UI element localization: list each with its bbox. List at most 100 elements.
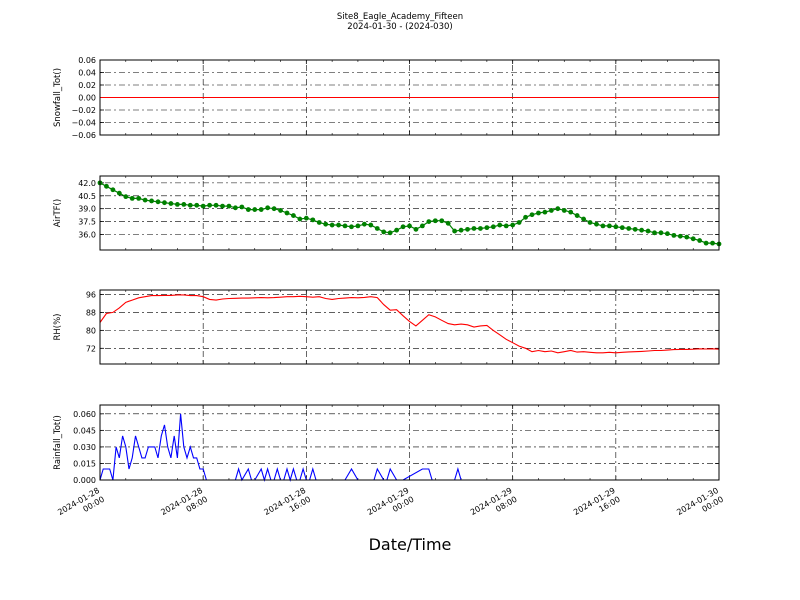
data-point — [381, 229, 387, 235]
data-point — [142, 197, 148, 203]
data-point — [291, 213, 296, 218]
data-point — [136, 195, 142, 201]
plot-frame — [99, 175, 720, 251]
data-point — [619, 225, 625, 231]
data-point — [303, 215, 309, 221]
data-point — [245, 207, 251, 212]
data-point — [265, 205, 271, 211]
data-point — [555, 206, 561, 212]
data-point — [233, 205, 238, 211]
data-point — [226, 203, 232, 209]
data-point — [529, 212, 535, 218]
x-tick-label: 2024-01-2900:00 — [366, 486, 416, 526]
data-point — [484, 225, 490, 231]
y-tick-label: 0.06 — [78, 56, 96, 65]
data-point — [213, 202, 219, 208]
y-tick-label: −0.02 — [71, 106, 96, 115]
data-point — [123, 194, 129, 200]
subplot-1: 0.06 0.04 0.02 0.00 −0.02 −0.04 −0.06 Snowfall_… — [53, 56, 720, 140]
y-tick-label: 0.02 — [78, 81, 96, 90]
data-point — [671, 232, 677, 238]
data-point — [110, 187, 116, 193]
y-axis-label: AirTF() — [53, 199, 63, 227]
data-point — [104, 183, 109, 189]
data-point — [342, 223, 348, 229]
data-point — [510, 222, 516, 228]
data-point — [587, 220, 593, 225]
data-point — [581, 216, 586, 222]
y-tick-label: 0.030 — [73, 443, 96, 452]
data-point — [445, 220, 451, 226]
data-point — [329, 222, 335, 228]
data-point — [548, 208, 554, 213]
data-point — [220, 203, 225, 209]
data-point — [677, 233, 683, 239]
x-tick-label: 2024-01-2908:00 — [469, 486, 519, 526]
data-point — [645, 228, 651, 234]
data-point — [503, 223, 509, 229]
data-point — [439, 218, 445, 224]
data-point — [181, 201, 187, 207]
data-point — [194, 202, 200, 208]
y-tick-label: 0.015 — [73, 459, 96, 468]
x-tick-label: 2024-01-2800:00 — [56, 486, 106, 526]
y-tick-label: 72 — [86, 344, 96, 353]
data-point — [658, 230, 664, 236]
data-point — [665, 231, 670, 237]
data-point — [690, 236, 696, 242]
data-point — [632, 226, 638, 232]
data-point — [316, 220, 322, 225]
y-tick-label: 0.00 — [78, 94, 96, 103]
data-point — [600, 223, 606, 229]
data-point — [394, 227, 400, 233]
x-axis-label: Date/Time — [369, 535, 452, 554]
data-point — [361, 221, 367, 227]
data-point — [626, 226, 632, 231]
data-point — [349, 224, 354, 230]
data-point — [536, 210, 541, 216]
series-line — [99, 413, 719, 482]
data-point — [374, 226, 380, 231]
data-point — [523, 214, 528, 220]
data-point — [606, 223, 612, 229]
y-tick-label: 80 — [86, 326, 96, 335]
data-point — [458, 227, 464, 233]
data-point — [471, 226, 477, 231]
data-point — [613, 224, 619, 230]
subplot-3: 96 88 80 72 RH(%) — [53, 289, 720, 365]
y-tick-label: 42.0 — [78, 179, 96, 188]
data-point — [174, 201, 180, 207]
data-point — [187, 202, 193, 208]
data-point — [168, 201, 174, 206]
plot-frame — [99, 59, 720, 136]
chart-title: Site8_Eagle_Academy_Fifteen — [337, 12, 463, 22]
data-point — [419, 223, 425, 229]
data-point — [400, 224, 406, 230]
data-point — [355, 223, 361, 229]
subplot-4: 0.060 0.045 0.030 0.015 0.000 Rainfall_Tot() 2… — [53, 404, 725, 526]
data-point — [310, 217, 316, 223]
data-point — [561, 208, 567, 213]
series-line — [99, 294, 720, 354]
data-point — [594, 221, 599, 227]
y-tick-label: 39.0 — [78, 205, 96, 214]
y-tick-label: −0.04 — [71, 119, 96, 128]
x-tick-label: 2024-01-3000:00 — [675, 486, 725, 526]
data-point — [207, 202, 213, 208]
data-point — [129, 195, 135, 201]
y-tick-label: 0.060 — [73, 410, 96, 419]
data-point — [252, 207, 258, 212]
x-tick-label: 2024-01-2916:00 — [572, 486, 622, 526]
data-point — [490, 224, 496, 230]
y-tick-label: 0.045 — [73, 426, 96, 435]
data-point — [413, 226, 419, 232]
data-point — [407, 223, 412, 229]
data-point — [542, 209, 548, 215]
data-point — [639, 227, 645, 233]
data-point — [258, 207, 264, 212]
x-tick-label: 2024-01-2816:00 — [263, 486, 313, 526]
data-point — [116, 190, 122, 196]
y-tick-label: 37.5 — [78, 218, 96, 227]
data-point — [284, 210, 290, 216]
data-point — [297, 216, 303, 222]
